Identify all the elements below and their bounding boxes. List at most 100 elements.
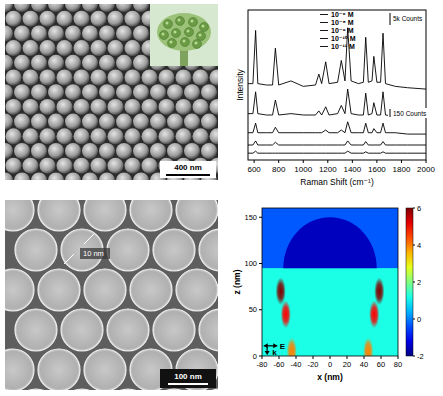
sphere (184, 114, 200, 130)
plot-frame (248, 10, 426, 160)
scale-bar (166, 174, 210, 176)
sphere (193, 99, 209, 115)
x-tick-label: 1800 (393, 165, 411, 174)
sphere (23, 11, 39, 27)
sphere (14, 55, 30, 71)
inset-seed-highlight (187, 30, 190, 33)
inset-seed (185, 28, 194, 37)
x-tick-label: 1200 (319, 165, 337, 174)
sphere (107, 229, 149, 271)
sphere (40, 40, 56, 56)
sphere (5, 172, 13, 180)
sphere (153, 309, 195, 351)
x-tick (347, 356, 348, 359)
annotation: 150 Counts (393, 110, 427, 117)
sphere (193, 70, 209, 86)
sphere (23, 40, 39, 56)
sphere (82, 55, 98, 71)
sphere (65, 114, 81, 130)
sphere (74, 99, 90, 115)
sphere (133, 25, 149, 41)
plot-frame (262, 208, 398, 356)
sphere (23, 70, 39, 86)
sphere (31, 4, 47, 12)
sphere (99, 114, 115, 130)
sphere (153, 389, 195, 390)
inset-seed (160, 31, 169, 40)
spectrum-line (248, 141, 426, 145)
hotspot (287, 338, 297, 357)
sphere (57, 40, 73, 56)
y-tick-label: 100 (244, 259, 257, 268)
x-axis-title: Raman Shift (cm⁻¹) (300, 177, 374, 187)
sphere (199, 389, 218, 390)
x-tick-label: 800 (272, 165, 286, 174)
inset-pod (157, 13, 211, 51)
sphere (176, 200, 218, 231)
sphere (14, 114, 30, 130)
inset-seed-highlight (195, 42, 198, 45)
sphere (38, 349, 80, 390)
sphere (5, 4, 13, 12)
sphere (82, 25, 98, 41)
scale-bar-patch (160, 369, 216, 388)
sphere (116, 143, 132, 159)
sphere (108, 40, 124, 56)
gap-label-patch (80, 248, 110, 259)
y-tick (259, 356, 262, 357)
inset-seed (176, 17, 185, 26)
sphere (48, 172, 64, 180)
sphere (91, 99, 107, 115)
gap-arrow (84, 234, 94, 244)
sphere (15, 389, 57, 390)
x-axis-title: x (nm) (317, 372, 343, 382)
x-tick (254, 160, 255, 163)
annotation: 5k Counts (393, 15, 423, 22)
inset-seed-highlight (174, 31, 177, 34)
sphere (176, 99, 192, 115)
figure-svg: 400 nm600800100012001400160018002000Rama… (0, 0, 443, 396)
sphere (6, 158, 22, 174)
colorbar-tick (413, 245, 415, 246)
sphere (99, 143, 115, 159)
sphere (5, 143, 13, 159)
sphere (107, 389, 149, 390)
sphere (91, 11, 107, 27)
spectrum-line (248, 151, 426, 153)
sphere (82, 114, 98, 130)
sphere (116, 172, 132, 180)
particle-cap (283, 217, 377, 268)
count-bar (390, 109, 391, 117)
legend-swatch (320, 38, 328, 39)
sphere (23, 158, 39, 174)
sphere (82, 143, 98, 159)
sphere (5, 55, 13, 71)
sphere (159, 70, 175, 86)
spectrum-line (248, 28, 426, 89)
x-tick (327, 160, 328, 163)
sphere (199, 229, 218, 271)
sphere (201, 143, 217, 159)
sphere (150, 143, 166, 159)
sphere (5, 84, 13, 100)
sphere (6, 40, 22, 56)
sphere (14, 84, 30, 100)
x-tick (330, 356, 331, 359)
sphere (57, 158, 73, 174)
sphere (14, 172, 30, 180)
scale-bar (168, 383, 208, 385)
x-tick (398, 356, 399, 359)
sphere (74, 70, 90, 86)
sphere (40, 11, 56, 27)
inset-seed (193, 40, 202, 49)
sphere (108, 70, 124, 86)
legend-label: 10⁻¹⁰ M (331, 35, 356, 42)
sphere (133, 172, 149, 180)
sphere (5, 269, 34, 311)
sphere (65, 84, 81, 100)
spectrum-line (248, 89, 426, 116)
sphere (125, 70, 141, 86)
sphere (31, 55, 47, 71)
sphere (142, 158, 158, 174)
sphere (61, 309, 103, 351)
